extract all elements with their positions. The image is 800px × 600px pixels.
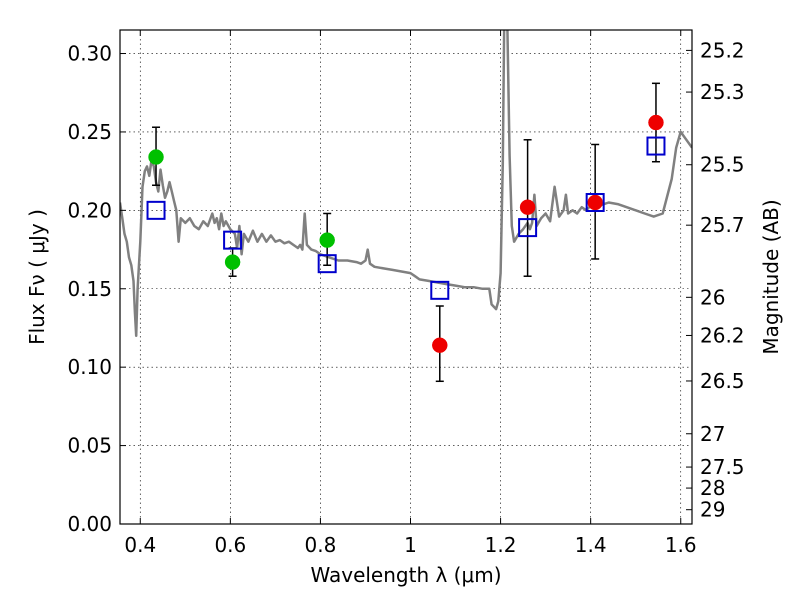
photometry-points-layer (146, 82, 666, 383)
x-tick-label: 0.8 (305, 533, 337, 557)
y-tick-label: 0.05 (67, 434, 112, 458)
x-tick-label: 0.6 (214, 533, 246, 557)
y-tick-label: 0.20 (67, 198, 112, 222)
mag-tick-label: 26 (700, 285, 725, 309)
y-tick-label: 0.25 (67, 120, 112, 144)
model-flux-box (430, 280, 450, 300)
model-flux-box (518, 218, 538, 238)
x-tick-label: 1.2 (485, 533, 517, 557)
mag-tick-label: 29 (700, 498, 725, 522)
model-flux-box (146, 200, 166, 220)
x-tick-label: 0.4 (124, 533, 156, 557)
green-data-point (148, 149, 164, 165)
red-data-point (587, 194, 603, 211)
x-axis-label: Wavelength λ (μm) (310, 563, 501, 587)
x-tick-label: 1 (404, 533, 417, 557)
red-data-point (648, 114, 664, 131)
mag-tick-label: 25.3 (700, 80, 745, 104)
y-tick-label: 0.10 (67, 355, 112, 379)
model-flux-box (317, 254, 337, 274)
y-tick-label: 0.30 (67, 42, 112, 66)
mag-tick-label: 26.5 (700, 369, 745, 393)
mag-tick-label: 25.2 (700, 38, 745, 62)
mag-tick-label: 25.5 (700, 153, 745, 177)
model-flux-box (646, 136, 666, 156)
red-data-point (432, 337, 448, 353)
y-tick-label: 0.15 (67, 277, 112, 301)
x-tick-label: 1.6 (665, 533, 697, 557)
model-flux-box (223, 230, 243, 250)
mag-tick-label: 28 (700, 476, 725, 500)
y2-axis-label: Magnitude (AB) (759, 199, 783, 354)
mag-tick-label: 26.2 (700, 323, 745, 347)
axis-ticks: 0.4 0.6 0.8 1 1.2 1.4 1.6 0.00 0.05 0.10 0.15 0.20 0… (67, 30, 745, 557)
mag-tick-label: 27.5 (700, 455, 745, 479)
model-flux-box (585, 193, 605, 213)
y-tick-label: 0.00 (67, 512, 112, 536)
y-axis-label: Flux Fν ( μJy ) (25, 209, 49, 345)
red-data-point (519, 199, 536, 215)
grid-lines (120, 30, 692, 525)
mag-tick-label: 27 (700, 422, 725, 446)
mag-tick-label: 25.7 (700, 213, 745, 237)
x-tick-label: 1.4 (575, 533, 607, 557)
green-data-point (224, 254, 241, 270)
green-data-point (319, 232, 335, 248)
plot-frame (119, 29, 693, 525)
